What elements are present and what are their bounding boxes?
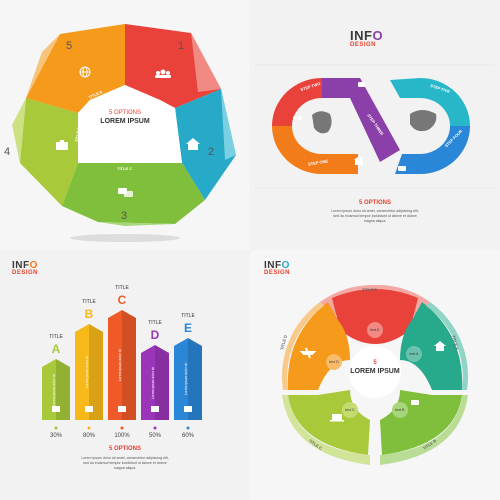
center-title: LOREM IPSUM [100,118,150,125]
column-c-text: Lorem ipsum dolor sit [118,348,123,382]
segment-2-side [221,89,236,160]
segment-3-number: 3 [121,210,128,222]
segment-b [380,390,462,455]
step-two-arc [272,78,322,126]
map-americas [312,111,332,134]
column-d-letter: D [150,328,160,342]
inner-label-e: text E [370,328,380,332]
column-e-letter: E [183,321,192,335]
column-a-title: TITLE [49,334,63,340]
options-label: 5 OPTIONS [108,446,141,452]
step-one-arc [272,126,358,174]
column-b-text: Lorem ipsum dolor sit [85,355,90,389]
circle-infographic: INFO DESIGN text E text A text [250,250,500,500]
logo-o: O [372,28,384,43]
inner-label-a: text A [409,352,419,356]
step-five-arc [390,78,470,126]
segment-4-number: 4 [4,146,11,158]
segment-1-number: 1 [178,40,185,52]
home-icon [85,406,93,412]
logo: INFO DESIGN [264,260,291,276]
heptagon-graphic [12,24,236,242]
people-icon [118,406,126,412]
segment-4-side [12,98,26,163]
column-d-title: TITLE [148,320,162,326]
step-four-arc [395,126,470,174]
map-eurasia [410,110,437,132]
inner-label-c: text C [345,408,355,412]
infinity-graphic [255,64,495,189]
circle-graphic [282,284,468,465]
title-e: TITLE E [362,287,377,292]
column-a-letter: A [51,342,61,356]
column-b-title: TITLE [82,299,96,305]
logo: INFO DESIGN [12,260,39,276]
options-label: 5 [373,360,377,366]
column-c-letter: C [117,293,127,307]
segment-3-title: TITLE C [117,166,133,171]
body-text: Lorem ipsum dolor sit amet, consectetur … [331,209,419,223]
column-e-title: TITLE [181,313,195,319]
segment-c [288,390,370,455]
body-text: Lorem ipsum dolor sit amet, consectetur … [81,456,169,470]
column-b [75,324,103,430]
infinity-infographic: INFO DESIGN STEP TWO STEP ONE STEP THREE… [250,0,500,250]
inner-label-b: text B [395,408,405,412]
center-circle [349,346,401,398]
segment-5-number: 5 [66,40,73,52]
segment-5 [26,24,125,113]
segment-4 [20,98,78,206]
step-three-band [322,78,400,162]
column-c [108,310,136,430]
options-label: 5 OPTIONS [358,200,391,206]
briefcase-icon [52,406,60,412]
column-a-text: Lorem ipsum dolor sit [52,373,57,406]
column-d-percent: 50% [148,433,161,439]
column-e [174,338,202,430]
column-b-percent: 80% [82,433,95,439]
segment-a [400,302,463,390]
segment-2-number: 2 [208,146,215,158]
columns-graphic [42,310,202,430]
center-panel [78,85,182,163]
chat-icon [151,406,159,412]
logo-o: O [29,260,38,271]
heptagon-infographic: 1 2 3 4 5 TITLE A TITLE B TITLE C TITLE … [0,0,250,250]
column-c-percent: 100% [114,433,130,439]
column-a [42,359,70,430]
logo-o: O [281,260,290,271]
segment-2 [175,89,236,200]
logo: INFO DESIGN [350,28,384,48]
column-a-percent: 30% [49,433,62,439]
globe-icon [184,406,192,412]
segment-5-side [26,34,60,98]
column-d-text: Lorem ipsum dolor sit [151,366,156,399]
options-label: 5 OPTIONS [108,110,141,116]
column-d [141,345,169,430]
segment-d [287,302,350,390]
column-c-title: TITLE [115,285,129,291]
segment-e [332,289,418,344]
column-e-text: Lorem ipsum dolor sit [184,362,189,396]
column-b-letter: B [84,307,94,321]
segment-3 [62,163,205,224]
segment-1-side [191,33,221,92]
inner-label-d: text D [329,360,339,364]
center-title: LOREM IPSUM [350,368,400,375]
column-e-percent: 60% [181,433,194,439]
columns-infographic: INFO DESIGN TITLE A 30% Lorem ipsum dolor s… [0,250,250,500]
segment-3-side [98,222,175,226]
